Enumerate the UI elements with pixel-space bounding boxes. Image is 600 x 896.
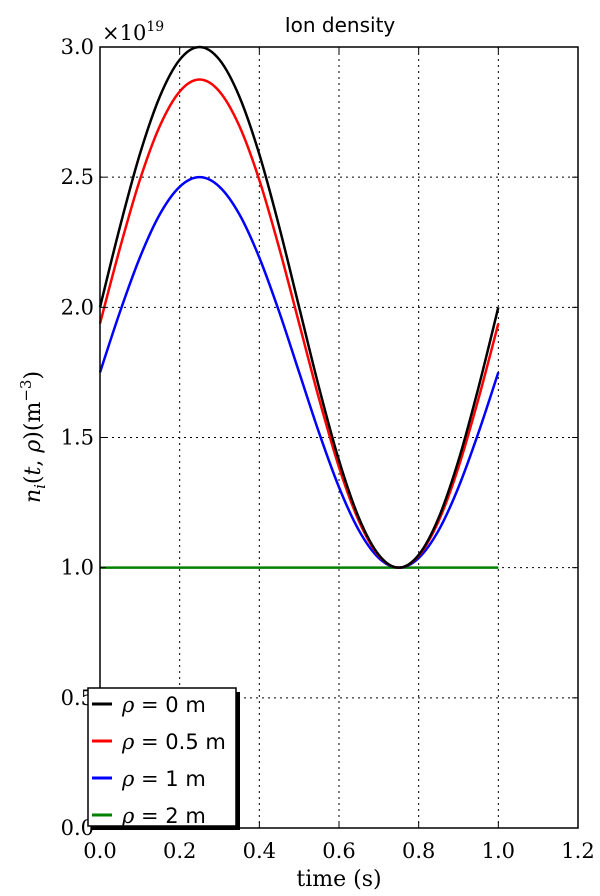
series-line-0 bbox=[98, 45, 500, 569]
y-axis-label: ni(t, ρ)(m−3) bbox=[17, 371, 49, 503]
y-tick-label: 1.0 bbox=[61, 556, 94, 580]
plot-series bbox=[98, 45, 500, 569]
x-tick-label: 1.2 bbox=[561, 839, 594, 863]
series-line-2 bbox=[98, 175, 500, 569]
legend-label-0: ρ = 0 m bbox=[121, 693, 206, 717]
x-axis-label: time (s) bbox=[296, 867, 381, 892]
x-tick-label: 0.6 bbox=[322, 839, 355, 863]
y-tick-label: 3.0 bbox=[61, 35, 94, 59]
y-tick-label: 1.5 bbox=[61, 426, 94, 450]
legend-box bbox=[87, 687, 237, 827]
x-tick-label: 0.0 bbox=[83, 839, 116, 863]
x-tick-label: 0.4 bbox=[243, 839, 276, 863]
y-multiplier: ×1019 bbox=[102, 19, 164, 45]
legend-label-2: ρ = 1 m bbox=[121, 767, 206, 791]
legend-label-1: ρ = 0.5 m bbox=[121, 730, 226, 754]
legend: ρ = 0 m ρ = 0.5 m ρ = 1 m ρ = 2 m bbox=[87, 687, 240, 830]
y-multiplier-exponent: 19 bbox=[146, 19, 164, 35]
chart-title: Ion density bbox=[285, 13, 396, 37]
x-tick-label: 0.2 bbox=[163, 839, 196, 863]
y-multiplier-base: ×10 bbox=[102, 21, 146, 45]
x-tick-label: 0.8 bbox=[402, 839, 435, 863]
axis-ticks: 0.0 0.2 0.4 0.6 0.8 1.0 1.20.00.51.01.52.02.53… bbox=[61, 35, 595, 863]
legend-label-3: ρ = 2 m bbox=[121, 804, 206, 828]
y-tick-label: 2.5 bbox=[61, 165, 94, 189]
y-tick-label: 2.0 bbox=[61, 295, 94, 319]
x-tick-label: 1.0 bbox=[482, 839, 515, 863]
